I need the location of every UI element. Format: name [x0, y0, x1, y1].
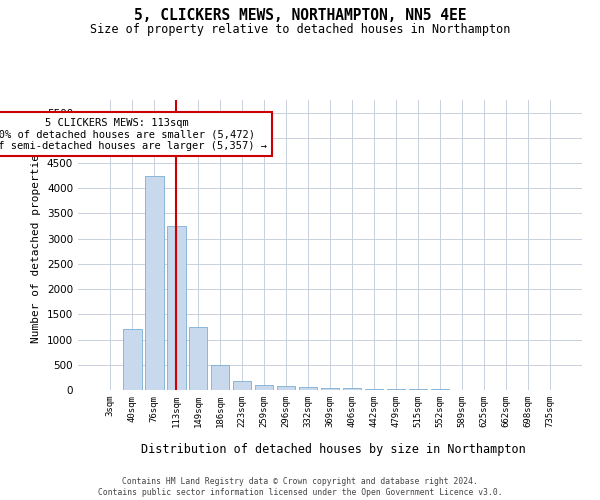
Bar: [320, 388, 340, 390]
Bar: [167, 226, 185, 390]
Bar: [409, 389, 427, 390]
Text: Size of property relative to detached houses in Northampton: Size of property relative to detached ho…: [90, 22, 510, 36]
Bar: [255, 385, 274, 390]
Bar: [123, 330, 142, 390]
Text: 5 CLICKERS MEWS: 113sqm
← 50% of detached houses are smaller (5,472)
49% of semi: 5 CLICKERS MEWS: 113sqm ← 50% of detache…: [0, 118, 267, 151]
Bar: [343, 388, 361, 390]
Bar: [277, 386, 295, 390]
Bar: [386, 389, 405, 390]
Bar: [299, 388, 317, 390]
Text: 5, CLICKERS MEWS, NORTHAMPTON, NN5 4EE: 5, CLICKERS MEWS, NORTHAMPTON, NN5 4EE: [134, 8, 466, 22]
Bar: [145, 176, 164, 390]
Text: Contains HM Land Registry data © Crown copyright and database right 2024.
Contai: Contains HM Land Registry data © Crown c…: [98, 478, 502, 497]
Bar: [189, 327, 208, 390]
Bar: [365, 388, 383, 390]
Y-axis label: Number of detached properties: Number of detached properties: [31, 147, 41, 343]
Bar: [211, 365, 229, 390]
Bar: [233, 381, 251, 390]
Text: Distribution of detached houses by size in Northampton: Distribution of detached houses by size …: [140, 442, 526, 456]
